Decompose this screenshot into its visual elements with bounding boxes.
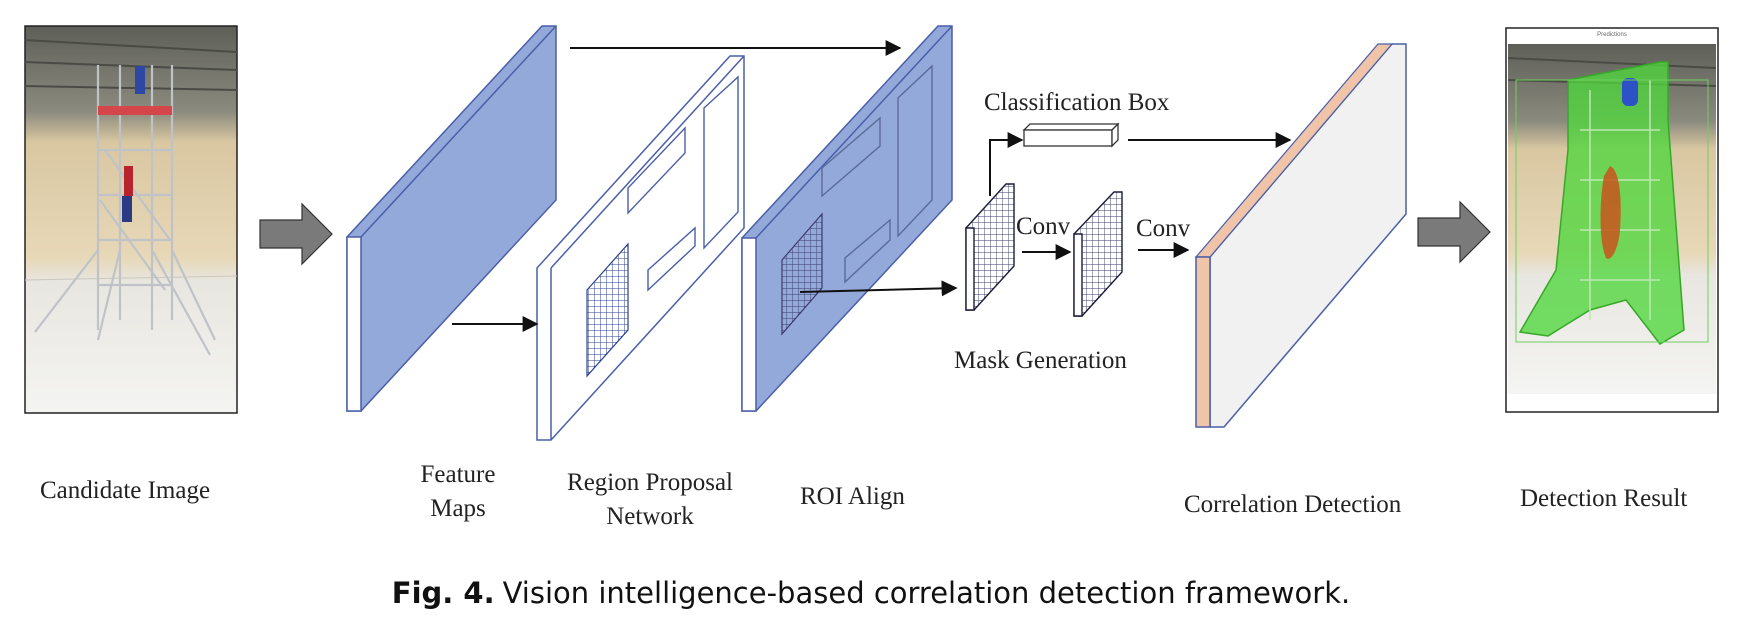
classification-box bbox=[1022, 122, 1120, 148]
label-correlation-detection: Correlation Detection bbox=[1184, 491, 1402, 518]
figure-caption-text: Vision intelligence-based correlation de… bbox=[502, 576, 1351, 610]
label-feature-maps-line2: Maps bbox=[430, 495, 486, 522]
label-feature-maps-line1: Feature bbox=[420, 461, 496, 488]
label-rpn-line1: Region Proposal bbox=[567, 469, 733, 496]
roi-align-panel bbox=[741, 25, 953, 412]
framework-diagram: Predictions bbox=[24, 25, 1719, 441]
figure-number: Fig. 4. bbox=[391, 576, 495, 610]
arrow-roi-to-mask bbox=[799, 280, 958, 297]
label-rpn-line2: Network bbox=[606, 503, 694, 530]
label-classification-box: Classification Box bbox=[984, 89, 1170, 116]
arrow-to-classification-box bbox=[989, 132, 1024, 196]
label-detection-result: Detection Result bbox=[1520, 485, 1688, 512]
object-mask-blue bbox=[1622, 78, 1638, 106]
figure-caption: Fig. 4. Vision intelligence-based correla… bbox=[0, 576, 1742, 610]
feature-maps-panel bbox=[346, 25, 557, 412]
worker-mask-orange bbox=[1600, 166, 1621, 259]
label-feature-maps: Feature Maps bbox=[398, 458, 518, 526]
label-conv-2: Conv bbox=[1136, 215, 1191, 242]
label-roi-align: ROI Align bbox=[800, 483, 905, 510]
mask-block-1 bbox=[965, 183, 1015, 311]
label-candidate-image: Candidate Image bbox=[40, 477, 211, 504]
input-block-arrow bbox=[259, 202, 333, 266]
output-block-arrow bbox=[1417, 200, 1491, 264]
detection-result-image: Predictions bbox=[1505, 27, 1719, 413]
mask-block-2 bbox=[1073, 191, 1123, 317]
result-image-header: Predictions bbox=[1597, 32, 1627, 38]
correlation-detection-panel bbox=[1194, 43, 1407, 428]
candidate-image bbox=[24, 25, 238, 414]
label-region-proposal-network: Region Proposal Network bbox=[555, 466, 745, 534]
region-proposal-panel bbox=[536, 55, 745, 441]
label-conv-1: Conv bbox=[1016, 213, 1071, 240]
label-mask-generation: Mask Generation bbox=[954, 347, 1127, 374]
